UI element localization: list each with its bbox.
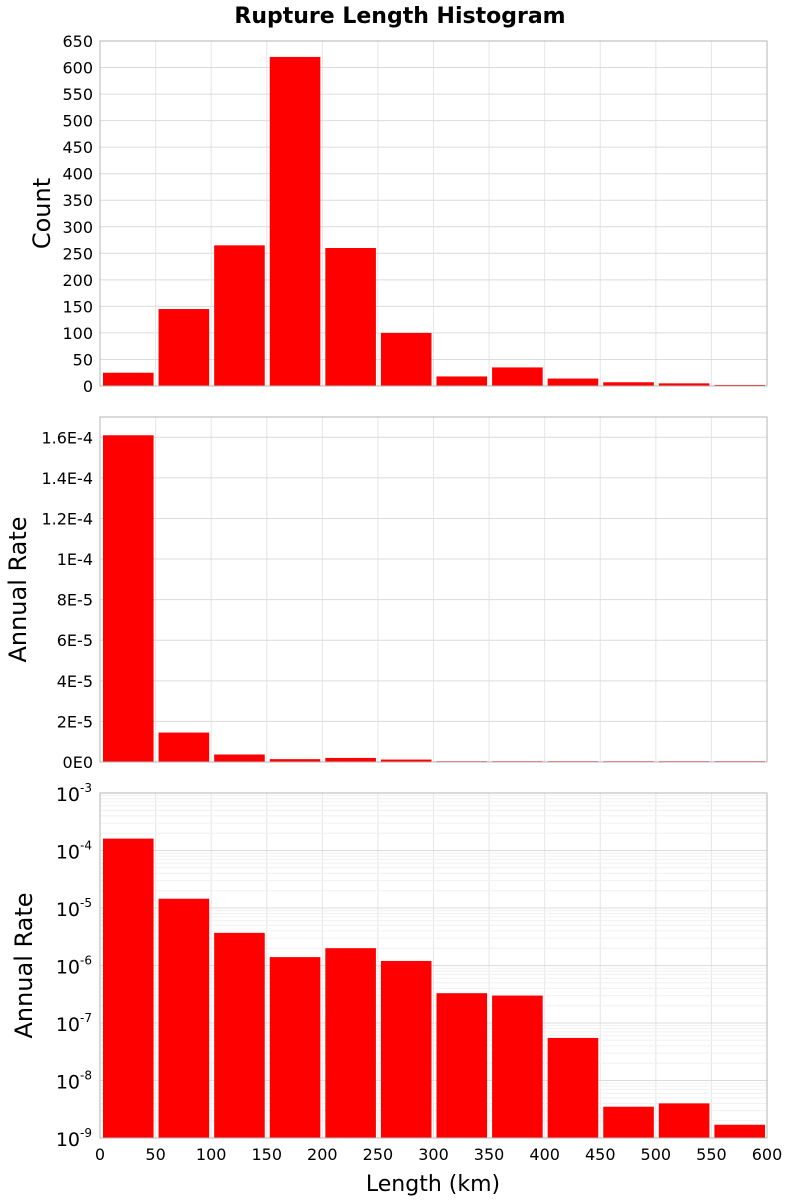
y-tick-label: 1.2E-4 [41,509,93,528]
histogram-bar [603,382,654,386]
histogram-bar [325,757,376,762]
y-tick-label: 1E-4 [57,550,93,569]
y-axis-label: Annual Rate [10,892,38,1038]
x-tick-label: 150 [251,1145,282,1164]
panel-count: 0 50 100 150 200 250 300 350 400 450 500 550 600 650 C… [28,32,768,396]
y-tick-label: 8E-5 [57,591,93,610]
x-tick-label: 600 [752,1145,783,1164]
histogram-bar [380,759,432,762]
histogram-bar [436,376,488,386]
panel-rate-linear: 0E0 2E-5 4E-5 6E-5 8E-5 1E-4 1.2E-4 1.4E-4 1.6E-… [4,416,768,772]
x-tick-label: 200 [307,1145,338,1164]
histogram-bar [658,383,710,386]
histogram-bar [103,435,154,762]
histogram-bar [214,245,265,386]
y-tick-label: 550 [62,85,93,104]
y-tick-label: 450 [62,138,93,157]
histogram-bar [269,957,321,1138]
y-tick-label: 100 [62,324,93,343]
histogram-bar [380,332,432,386]
x-tick-label: 300 [418,1145,449,1164]
y-tick-label: 4E-5 [57,672,93,691]
x-tick-label: 350 [474,1145,505,1164]
x-tick-label: 100 [196,1145,227,1164]
panel-rate-log: 10-9 10-8 10-7 10-6 10-5 10-4 10-3 Annual Rate [10,781,768,1151]
histogram-bar [325,948,376,1138]
y-tick-label: 200 [62,271,93,290]
y-tick-label: 0 [83,377,93,396]
histogram-bar [214,932,265,1138]
y-axis-label: Count [28,178,56,249]
x-tick-label: 0 [95,1145,105,1164]
x-tick-label: 250 [363,1145,394,1164]
x-tick-label: 550 [696,1145,727,1164]
y-tick-label: 10-3 [56,781,92,806]
y-tick-label: 10-7 [56,1011,92,1036]
y-tick-label: 1.6E-4 [41,428,93,447]
histogram-bar [380,960,432,1138]
histogram-bar [714,384,765,386]
y-tick-label: 300 [62,218,93,237]
y-tick-label: 50 [73,350,93,369]
y-tick-label: 10-5 [56,896,92,921]
chart-title: Rupture Length Histogram [234,4,565,29]
histogram-bar [325,248,376,386]
histogram-bar [492,367,543,386]
histogram-bar [436,993,488,1138]
y-tick-label: 1.4E-4 [41,469,93,488]
histogram-bar [269,759,321,762]
histogram-bar [214,754,265,762]
histogram-bar [492,995,543,1138]
x-tick-label: 500 [641,1145,672,1164]
x-tick-label: 50 [145,1145,165,1164]
y-tick-label: 350 [62,191,93,210]
histogram-bar [547,378,599,386]
y-tick-label: 0E0 [63,753,93,772]
x-axis-label: Length (km) [366,1172,500,1197]
histogram-bar [547,1037,599,1138]
y-tick-label: 10-6 [56,954,92,979]
histogram-bar [103,372,154,386]
histogram-bar [103,838,154,1138]
chart-panels: 050100150200250300350400450500550600650C… [4,32,782,1164]
x-tick-label: 400 [529,1145,560,1164]
y-tick-label: 10-9 [56,1126,92,1151]
y-tick-label: 400 [62,165,93,184]
y-tick-label: 650 [62,32,93,51]
y-tick-label: 150 [62,297,93,316]
histogram-bar [158,898,210,1138]
y-tick-label: 600 [62,59,93,78]
y-tick-label: 10-8 [56,1069,92,1094]
y-tick-label: 2E-5 [57,712,93,731]
histogram-bar [714,1124,765,1138]
histogram-bar [269,56,321,387]
histogram-bar [658,1103,710,1138]
plot-frame [99,792,768,1139]
y-tick-label: 10-4 [56,839,92,864]
histogram-bar [158,309,210,386]
y-axis-label: Annual Rate [4,516,32,662]
y-tick-label: 6E-5 [57,631,93,650]
x-tick-label: 450 [585,1145,616,1164]
y-tick-label: 500 [62,112,93,131]
histogram-bar [603,1106,654,1138]
plot-frame [99,40,768,387]
plot-frame [99,416,768,763]
y-tick-label: 250 [62,244,93,263]
histogram-bar [158,732,210,762]
